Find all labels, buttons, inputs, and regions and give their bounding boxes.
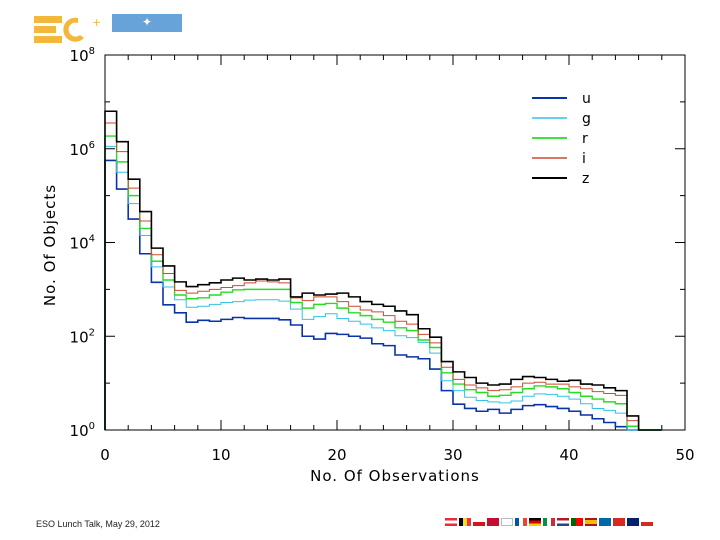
legend-label-z: z (582, 171, 589, 187)
eu-flag-icon: ✦ (112, 14, 182, 32)
legend-label-g: g (582, 111, 591, 127)
series-i-line (104, 122, 662, 431)
legend-label-i: i (582, 151, 586, 167)
y-axis-label: No. Of Objects (41, 184, 59, 306)
flag-icon (515, 518, 527, 526)
plot-frame (104, 54, 686, 431)
flag-icon (501, 518, 513, 526)
x-tick-label: 0 (100, 446, 110, 464)
series-r-line (104, 135, 662, 431)
series-g-line (104, 145, 662, 431)
x-tick-label: 50 (675, 446, 694, 464)
flag-icon (571, 518, 583, 526)
eso-logo: + (30, 10, 105, 50)
axis-ticks: 0 10 20 30 40 50 100 102 104 106 108 (70, 46, 695, 464)
flag-icon (543, 518, 555, 526)
flag-icon (641, 518, 653, 526)
legend-label-r: r (582, 131, 588, 147)
footer-text: ESO Lunch Talk, May 29, 2012 (36, 519, 160, 529)
flag-icon (487, 518, 499, 526)
svg-text:+: + (92, 16, 101, 29)
x-tick-label: 30 (443, 446, 462, 464)
flag-icon (627, 518, 639, 526)
flag-icon (585, 518, 597, 526)
y-tick-label: 100 (70, 421, 95, 440)
x-tick-label: 20 (327, 446, 346, 464)
flag-icon (473, 518, 485, 526)
flag-icon (529, 518, 541, 526)
flag-icon (459, 518, 471, 526)
y-tick-label: 108 (70, 46, 95, 65)
flag-icon (613, 518, 625, 526)
x-tick-label: 10 (211, 446, 230, 464)
legend-label-u: u (582, 91, 591, 107)
flag-icon (599, 518, 611, 526)
y-tick-label: 102 (70, 327, 95, 346)
x-tick-label: 40 (559, 446, 578, 464)
series-z-line (104, 110, 662, 431)
series-group (104, 110, 662, 431)
x-axis-label: No. Of Observations (310, 467, 480, 485)
y-tick-label: 106 (70, 140, 95, 159)
flag-icon (445, 518, 457, 526)
member-flags (445, 518, 655, 537)
series-u-line (104, 159, 662, 431)
y-tick-label: 104 (70, 234, 95, 253)
eso-logo-mark: + (34, 16, 101, 43)
flag-icon (557, 518, 569, 526)
